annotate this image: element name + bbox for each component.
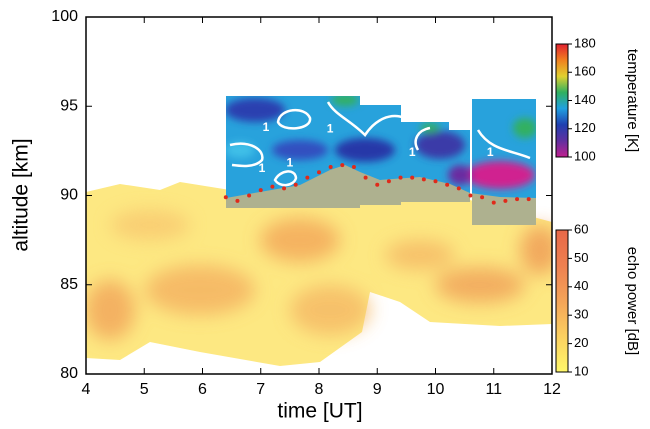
- boundary-dot: [305, 175, 310, 180]
- x-axis-label: time [UT]: [277, 400, 362, 423]
- colorbar: [555, 229, 569, 373]
- y-tick-label: 90: [60, 187, 78, 204]
- boundary-dot: [258, 188, 263, 193]
- boundary-dot: [223, 195, 228, 200]
- boundary-dot: [410, 175, 415, 180]
- colorbar-label: echo power [dB]: [624, 247, 641, 355]
- contour-label: 1: [263, 120, 270, 134]
- y-tick-label: 100: [51, 8, 78, 25]
- contours: [229, 101, 531, 187]
- temperature-field: [226, 96, 536, 225]
- colorbar-tick-label: 140: [574, 92, 596, 107]
- echo-field: [86, 180, 552, 366]
- x-tick-label: 8: [315, 381, 324, 398]
- contour-label: 1: [327, 122, 334, 136]
- contour-label: 1: [487, 145, 494, 159]
- boundary-dot: [282, 186, 287, 191]
- boundary-dot: [526, 197, 531, 202]
- y-axis-label: altitude [km]: [10, 138, 33, 251]
- x-tick-label: 5: [140, 381, 149, 398]
- colorbar-label: temperature [K]: [624, 49, 641, 152]
- boundary-dot: [375, 182, 380, 187]
- colorbar-tick-label: 20: [574, 335, 588, 350]
- x-tick-label: 11: [485, 381, 502, 398]
- colorbar-tick-label: 40: [574, 278, 588, 293]
- echo-area: [86, 180, 552, 366]
- boundary-dot: [363, 175, 368, 180]
- boundary-dot: [468, 193, 473, 198]
- x-tick-label: 12: [543, 381, 561, 398]
- contour-label: 1: [259, 161, 266, 175]
- x-tick-label: 10: [427, 381, 445, 398]
- colorbar-tick-label: 120: [574, 120, 596, 135]
- boundary-dot: [328, 164, 333, 169]
- x-tick-label: 7: [256, 381, 265, 398]
- contour-label: 1: [287, 156, 294, 170]
- boundary-dot: [456, 186, 461, 191]
- colorbar-tick-label: 180: [574, 35, 596, 50]
- boundary-dot: [235, 198, 240, 203]
- y-tick-label: 95: [60, 97, 78, 114]
- boundary-dot: [386, 179, 391, 184]
- boundary-dot: [480, 195, 485, 200]
- boundary-dot: [398, 175, 403, 180]
- colorbar-tick-label: 60: [574, 221, 588, 236]
- boundary-dot: [445, 182, 450, 187]
- x-tick-label: 4: [82, 381, 91, 398]
- boundary-dot: [351, 164, 356, 169]
- boundary-dot: [491, 200, 496, 205]
- boundary-dot: [340, 163, 345, 168]
- y-tick-label: 80: [60, 365, 78, 382]
- boundary-dot: [270, 184, 275, 189]
- boundary-dot: [317, 170, 321, 175]
- boundary-dot: [515, 197, 520, 202]
- x-tick-label: 9: [373, 381, 382, 398]
- colorbar: [555, 43, 569, 158]
- colorbar-tick-label: 160: [574, 64, 596, 79]
- colorbar-tick-label: 10: [574, 363, 588, 378]
- boundary-dot: [433, 179, 438, 184]
- boundary-dot: [503, 198, 508, 203]
- boundary-dot: [247, 193, 252, 198]
- colorbar-tick-label: 100: [574, 148, 596, 163]
- boundary-dot: [421, 177, 426, 182]
- echo-cores: [86, 210, 552, 340]
- x-tick-label: 6: [198, 381, 207, 398]
- contour-label: 1: [409, 145, 416, 159]
- colorbar-tick-label: 50: [574, 250, 588, 265]
- y-tick-label: 85: [60, 276, 78, 293]
- boundary-dot: [293, 182, 298, 187]
- colorbar-tick-label: 30: [574, 307, 588, 322]
